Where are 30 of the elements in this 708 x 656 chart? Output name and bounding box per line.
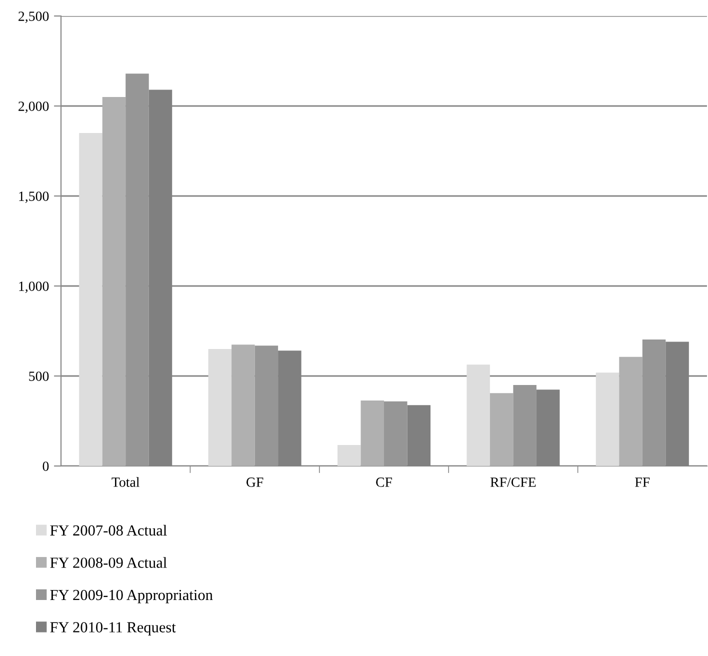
legend-label: FY 2007-08 Actual (50, 524, 167, 536)
y-tick-label: 1,500 (19, 192, 49, 203)
bar (102, 97, 126, 466)
y-tick-label: 2,000 (18, 102, 49, 113)
legend-label: FY 2010-11 Request (50, 622, 176, 636)
bar (360, 400, 384, 466)
x-tick-label: CF (376, 478, 392, 487)
bar (126, 74, 149, 466)
bar (596, 372, 620, 466)
bar (513, 385, 536, 466)
y-tick-label: 2,500 (18, 12, 49, 23)
bar (337, 444, 361, 466)
x-tick-label: Total (112, 477, 140, 487)
bar (642, 339, 666, 466)
legend-label: FY 2009-10 Appropriation (50, 590, 213, 604)
y-tick-label: 0 (42, 462, 49, 471)
legend-label: FY 2008-09 Actual (50, 557, 167, 568)
bar (466, 364, 490, 466)
bar (619, 356, 642, 466)
x-tick-label: FF (635, 478, 650, 487)
y-tick-label: 1,000 (19, 282, 49, 293)
bar (254, 346, 278, 466)
bar (490, 393, 514, 466)
bar (232, 344, 255, 466)
bar (79, 133, 102, 466)
x-tick-label: RF/CFE (490, 478, 536, 487)
bar (384, 401, 408, 466)
bar (208, 349, 232, 466)
y-tick-label: 500 (29, 372, 49, 381)
x-tick-label: GF (246, 478, 264, 487)
